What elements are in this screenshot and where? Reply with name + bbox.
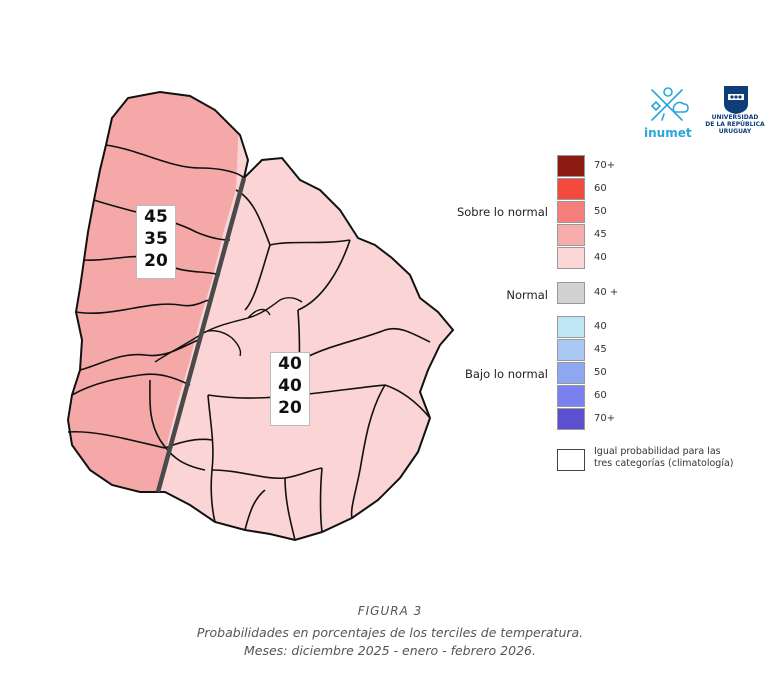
legend-climatology-swatch xyxy=(557,449,585,471)
east-above-value: 40 xyxy=(278,354,302,374)
legend-above-swatch xyxy=(557,155,585,177)
legend-above-value: 45 xyxy=(594,229,607,240)
caption-line-1: Probabilidades en porcentajes de los ter… xyxy=(196,625,584,640)
department-borders xyxy=(67,144,431,541)
legend-normal-swatch xyxy=(557,282,585,304)
figure-number: FIGURA 3 xyxy=(357,604,423,618)
legend-below-value: 40 xyxy=(594,321,607,332)
udelar-logo-text: UNIVERSIDAD DE LA REPÚBLICA URUGUAY xyxy=(700,114,770,135)
west-probability-box: 45 35 20 xyxy=(136,205,176,279)
legend-above-value: 50 xyxy=(594,206,607,217)
legend-below-value: 60 xyxy=(594,390,607,401)
caption-line-2: Meses: diciembre 2025 - enero - febrero … xyxy=(244,643,536,658)
udelar-line-2: DE LA REPÚBLICA xyxy=(705,121,765,128)
east-below-value: 20 xyxy=(278,398,302,418)
west-normal-value: 35 xyxy=(144,229,168,249)
country-outline xyxy=(66,90,455,542)
legend-below-swatch xyxy=(557,339,585,361)
udelar-logo-icon xyxy=(724,86,748,114)
figure-caption: FIGURA 3 Probabilidades en porcentajes d… xyxy=(0,604,780,660)
region-divider-line xyxy=(155,177,247,493)
legend-above-value: 40 xyxy=(594,252,607,263)
legend-below-value: 50 xyxy=(594,367,607,378)
legend-below-value: 70+ xyxy=(594,413,616,424)
west-above-value: 45 xyxy=(144,207,168,227)
legend-above-swatch xyxy=(557,201,585,223)
legend-above-swatch xyxy=(557,247,585,269)
legend-above-label: Sobre lo normal xyxy=(456,205,548,219)
legend-above-swatch xyxy=(557,178,585,200)
legend-below-swatch xyxy=(557,385,585,407)
inumet-logo-icon xyxy=(650,87,689,121)
legend-normal-label: Normal xyxy=(506,288,548,302)
udelar-line-3: URUGUAY xyxy=(718,128,752,135)
rio-negro-lake xyxy=(154,297,303,363)
east-probability-box: 40 40 20 xyxy=(270,352,310,426)
east-normal-value: 40 xyxy=(278,376,302,396)
udelar-line-1: UNIVERSIDAD xyxy=(711,114,759,121)
legend-above-swatch xyxy=(557,224,585,246)
legend-below-label: Bajo lo normal xyxy=(464,367,548,381)
west-below-value: 20 xyxy=(144,251,168,271)
legend-climatology-label: Igual probabilidad para las tres categor… xyxy=(594,446,744,470)
legend-below-value: 45 xyxy=(594,344,607,355)
legend-below-swatch xyxy=(557,408,585,430)
legend-above-value: 70+ xyxy=(594,160,616,171)
legend-below-swatch xyxy=(557,316,585,338)
legend-above-value: 60 xyxy=(594,183,607,194)
inumet-logo-text: inumet xyxy=(644,126,692,140)
legend-climatology-line-1: Igual probabilidad para las xyxy=(594,446,721,457)
legend-below-swatch xyxy=(557,362,585,384)
legend-climatology-line-2: tres categorías (climatología) xyxy=(594,458,734,469)
legend-normal-value: 40 + xyxy=(594,287,619,298)
